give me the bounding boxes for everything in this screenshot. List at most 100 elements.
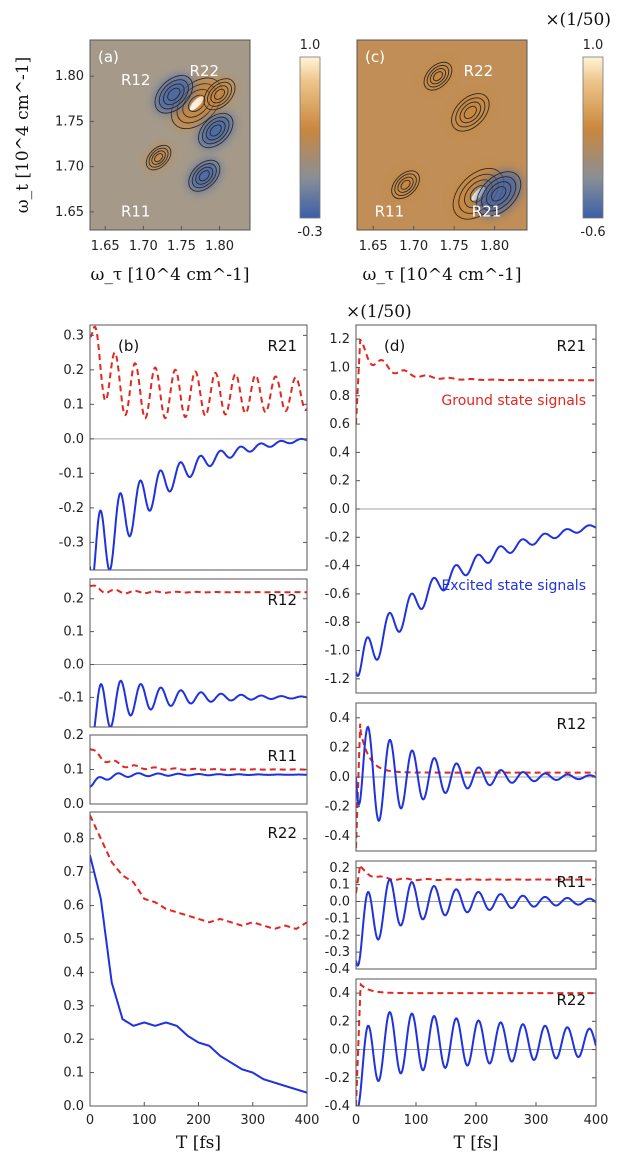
x-tick-label: 1.70 bbox=[129, 239, 158, 254]
y-tick-label: 0.0 bbox=[329, 502, 350, 517]
contour-line bbox=[429, 68, 447, 85]
x-tick-label: 400 bbox=[295, 1113, 320, 1128]
series-group bbox=[356, 338, 596, 678]
heatmap-lobe bbox=[476, 171, 522, 217]
signal-label: R21 bbox=[556, 337, 586, 355]
contour-line bbox=[198, 170, 210, 182]
y-tick-label: 0.6 bbox=[63, 899, 84, 914]
heatmap-lobe bbox=[146, 145, 172, 171]
colorbar-max-label: 1.0 bbox=[300, 38, 321, 53]
plot-frame bbox=[89, 324, 308, 571]
y-tick-label: -0.4 bbox=[325, 559, 350, 574]
plot-frame bbox=[89, 811, 308, 1107]
y-tick-label: 0.1 bbox=[63, 763, 84, 778]
y-tick-label: -0.2 bbox=[325, 1071, 350, 1086]
colorbar-max-label: 1.0 bbox=[583, 38, 604, 53]
x-tick-label: 1.75 bbox=[440, 239, 469, 254]
y-tick-label: 0.2 bbox=[329, 474, 350, 489]
series-line-ground bbox=[356, 864, 596, 894]
y-tick-label: -0.4 bbox=[325, 829, 350, 844]
panel-label: (c) bbox=[365, 48, 385, 66]
contour-line bbox=[154, 153, 164, 163]
series-line-excited bbox=[90, 437, 307, 570]
contour-line bbox=[145, 144, 172, 171]
heatmap-lobe bbox=[203, 78, 236, 111]
contour-line bbox=[198, 112, 234, 149]
x-tick-label: 300 bbox=[524, 1113, 549, 1128]
contour-line bbox=[154, 75, 194, 114]
lineplot-b_R11: 0.2 0.1 0.0 R11 bbox=[63, 728, 308, 812]
contour-line bbox=[207, 81, 233, 107]
contour-line bbox=[391, 170, 420, 200]
y-tick-label: 0.2 bbox=[63, 728, 84, 743]
y-tick-label: 0.5 bbox=[63, 932, 84, 947]
contour-line bbox=[451, 93, 490, 132]
y-tick-label: -0.4 bbox=[325, 962, 350, 977]
contour-line bbox=[203, 78, 236, 111]
y-tick-label: 0.2 bbox=[329, 861, 350, 876]
lineplot-d_R21: 1.2 1.0 0.8 0.6 0.4 0.2 0.0 -0.2 -0.4 -0.6 -0.8 -1.… bbox=[325, 302, 597, 694]
y-tick-label: 1.2 bbox=[329, 332, 350, 347]
series-group bbox=[90, 325, 307, 570]
contour-line bbox=[151, 150, 166, 165]
series-line-excited bbox=[356, 1011, 596, 1106]
heatmap-c: (c) R22 R11 R21 1.65 1.70 1.75 1.80 ω_τ [10^4 cm… bbox=[356, 10, 611, 285]
colorbar bbox=[582, 56, 604, 219]
contour-line bbox=[210, 85, 229, 104]
contour-line bbox=[213, 88, 226, 100]
contour-line bbox=[191, 163, 217, 189]
panel-label: (b) bbox=[118, 337, 139, 355]
y-tick-label: 0.2 bbox=[329, 1014, 350, 1029]
x-tick-label: 1.80 bbox=[480, 239, 509, 254]
x-axis-label: ω_τ [10^4 cm^-1] bbox=[91, 265, 250, 285]
y-tick-label: 0.7 bbox=[63, 865, 84, 880]
peak-label: R22 bbox=[464, 62, 494, 80]
y-tick-label: -0.1 bbox=[59, 690, 84, 705]
series-line-excited bbox=[90, 679, 307, 727]
y-tick-label: 1.75 bbox=[55, 114, 84, 129]
contour-line bbox=[148, 147, 169, 168]
panel-label: (a) bbox=[98, 48, 119, 66]
x-tick-label: 1.80 bbox=[205, 239, 234, 254]
heatmap-lobe bbox=[154, 75, 193, 114]
heatmap-field bbox=[90, 40, 250, 230]
x-tick-label: 1.70 bbox=[399, 239, 428, 254]
lineplot-b_R12: 0.2 0.1 0.0 -0.1 R12 bbox=[59, 578, 308, 728]
y-tick-label: 1.65 bbox=[55, 205, 84, 220]
y-tick-label: -1.2 bbox=[325, 672, 350, 687]
series-line-excited bbox=[90, 855, 307, 1094]
heatmap-lobe bbox=[198, 112, 234, 148]
y-tick-label: 0.0 bbox=[63, 432, 84, 447]
heatmap-lobe bbox=[391, 170, 420, 199]
y-tick-label: 0.6 bbox=[329, 417, 350, 432]
contour-line bbox=[455, 97, 486, 128]
y-tick-label: -0.3 bbox=[325, 945, 350, 960]
y-tick-label: 0.0 bbox=[329, 895, 350, 910]
y-tick-label: 0.4 bbox=[329, 445, 350, 460]
y-tick-label: 0.3 bbox=[63, 328, 84, 343]
series-group bbox=[356, 723, 596, 849]
peak-core bbox=[189, 96, 204, 111]
lineplot-d_R22: 0.4 0.2 0.0 -0.2 -0.40 100 200 300 400 T [fs] R22 bbox=[325, 978, 609, 1153]
y-tick-label: -0.2 bbox=[325, 530, 350, 545]
y-tick-label: -0.2 bbox=[325, 928, 350, 943]
contour-line bbox=[209, 124, 222, 137]
y-tick-label: -0.8 bbox=[325, 615, 350, 630]
contour-line bbox=[426, 64, 450, 88]
x-axis-label: T [fs] bbox=[453, 1133, 498, 1153]
series-line-ground bbox=[90, 325, 307, 420]
contour-line bbox=[432, 71, 443, 82]
y-tick-label: -0.6 bbox=[325, 587, 350, 602]
signal-label: R12 bbox=[267, 591, 297, 609]
x-tick-label: 400 bbox=[584, 1113, 609, 1128]
y-tick-label: 0.8 bbox=[63, 832, 84, 847]
contour-line bbox=[486, 181, 512, 207]
x-tick-label: 1.75 bbox=[167, 239, 196, 254]
peak-label: R12 bbox=[121, 71, 151, 89]
y-tick-label: 1.0 bbox=[329, 360, 350, 375]
series-group bbox=[90, 748, 307, 788]
y-tick-label: 0.3 bbox=[63, 999, 84, 1014]
signal-label: R22 bbox=[556, 991, 586, 1009]
x-tick-label: 200 bbox=[464, 1113, 489, 1128]
y-tick-label: 0.0 bbox=[63, 797, 84, 812]
